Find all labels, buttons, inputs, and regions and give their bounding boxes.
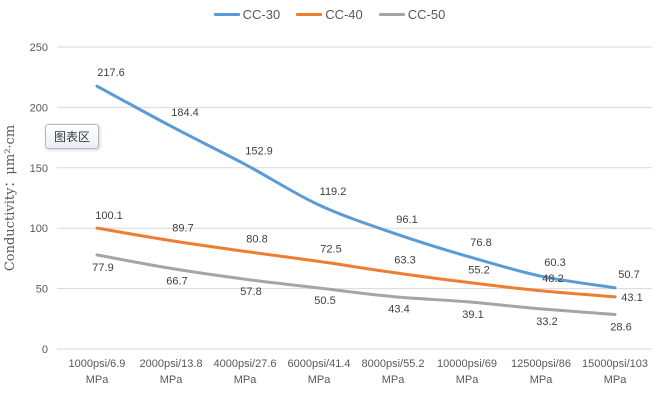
- y-tick-label: 250: [30, 42, 48, 54]
- legend-item-cc-40[interactable]: CC-40: [296, 7, 363, 22]
- data-label-cc-30: 217.6: [97, 67, 125, 79]
- y-tick-label: 50: [36, 284, 48, 296]
- data-label-cc-40: 55.2: [468, 264, 489, 276]
- y-axis-title: Conductivity：μm²·cm: [3, 125, 18, 271]
- data-label-cc-40: 63.3: [394, 255, 415, 267]
- data-label-cc-30: 76.8: [470, 237, 491, 249]
- x-tick-label: 8000psi/55.2 MPa: [362, 358, 425, 386]
- chart-area-tooltip: 图表区: [45, 124, 100, 149]
- legend-line-swatch: [213, 13, 240, 16]
- x-tick-label: 1000psi/6.9 MPa: [69, 358, 126, 386]
- data-label-cc-50: 66.7: [166, 275, 187, 287]
- legend-label: CC-30: [242, 7, 281, 22]
- legend-line-swatch: [296, 13, 323, 16]
- data-label-cc-40: 43.1: [621, 292, 642, 304]
- data-label-cc-40: 72.5: [320, 243, 341, 255]
- data-label-cc-50: 39.1: [462, 309, 483, 321]
- tooltip-text: 图表区: [54, 130, 91, 144]
- series-line-cc-30[interactable]: [95, 84, 617, 290]
- data-label-cc-30: 60.3: [544, 257, 565, 269]
- y-tick-label: 150: [30, 163, 48, 175]
- legend-line-swatch: [378, 13, 405, 16]
- legend-item-cc-30[interactable]: CC-30: [213, 7, 281, 22]
- data-label-cc-50: 33.2: [536, 316, 557, 328]
- data-label-cc-30: 119.2: [320, 186, 347, 198]
- series-line-cc-50[interactable]: [95, 253, 617, 316]
- data-label-cc-40: 100.1: [95, 210, 123, 222]
- x-tick-label: 4000psi/27.6 MPa: [214, 358, 277, 386]
- y-tick-label: 0: [42, 344, 48, 356]
- data-label-cc-50: 28.6: [610, 321, 631, 333]
- legend-item-cc-50[interactable]: CC-50: [378, 7, 446, 22]
- x-tick-label: 2000psi/13.8 MPa: [140, 358, 203, 386]
- data-label-cc-30: 50.7: [618, 269, 639, 281]
- x-tick-label: 6000psi/41.4 MPa: [288, 358, 351, 386]
- legend-label: CC-50: [407, 7, 446, 22]
- x-tick-label: 15000psi/103 MPa: [582, 358, 648, 386]
- x-tick-label: 10000psi/69 MPa: [437, 358, 497, 386]
- data-label-cc-30: 184.4: [171, 107, 199, 119]
- y-tick-label: 100: [30, 223, 48, 235]
- legend-label: CC-40: [325, 7, 363, 22]
- data-label-cc-30: 152.9: [245, 145, 273, 157]
- data-label-cc-50: 43.4: [388, 304, 409, 316]
- data-label-cc-40: 80.8: [246, 233, 267, 245]
- data-label-cc-40: 48.2: [542, 273, 563, 285]
- y-tick-label: 200: [30, 102, 48, 114]
- data-label-cc-40: 89.7: [172, 223, 193, 235]
- legend: CC-30 CC-40 CC-50: [0, 7, 659, 22]
- data-label-cc-50: 50.5: [314, 295, 335, 307]
- series-line-cc-40[interactable]: [95, 226, 617, 299]
- x-tick-label: 12500psi/86 MPa: [511, 358, 571, 386]
- data-label-cc-50: 77.9: [92, 262, 113, 274]
- data-label-cc-30: 96.1: [396, 214, 417, 226]
- data-label-cc-50: 57.8: [240, 286, 261, 298]
